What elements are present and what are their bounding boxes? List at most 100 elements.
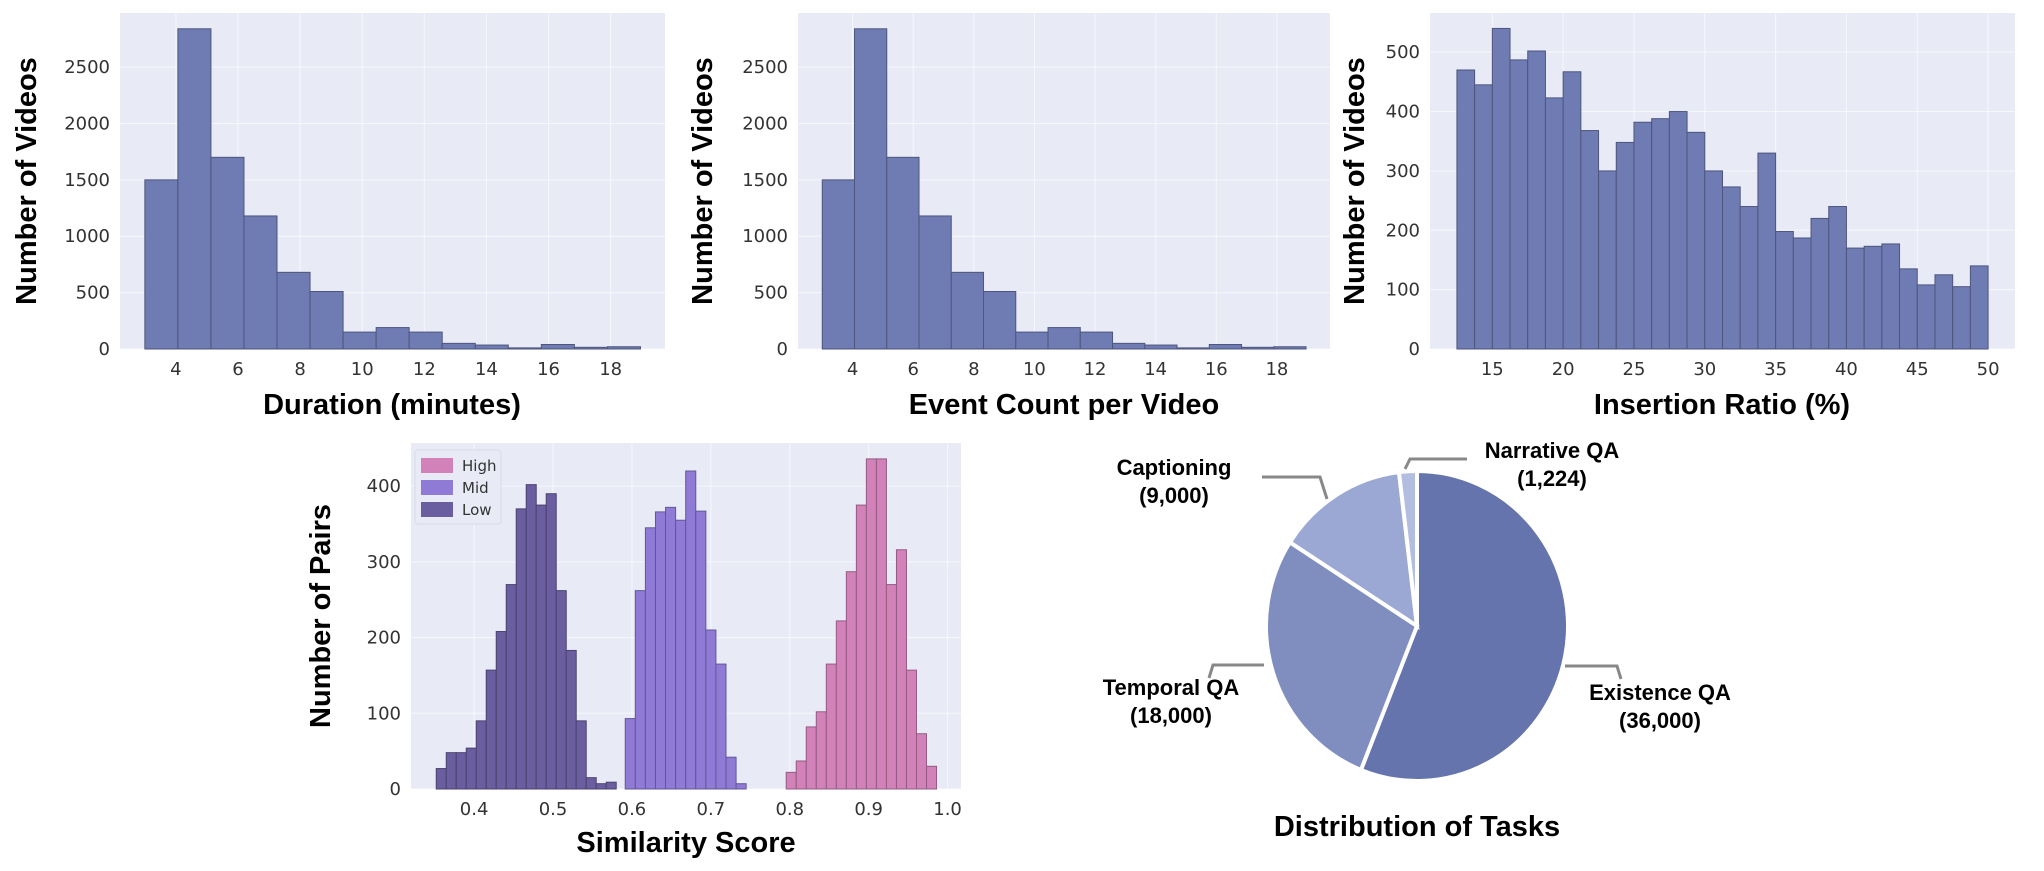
bar [1881, 243, 1901, 350]
x-tick-label: 50 [1977, 359, 2000, 380]
bar-high [865, 458, 877, 790]
pie-value-captioning: (9,000) [1139, 483, 1209, 508]
y-tick-label: 1000 [742, 226, 788, 247]
x-tick-label: 6 [907, 359, 918, 380]
bar [375, 327, 410, 350]
bar [606, 346, 641, 350]
insertion-y-label: Number of Videos [1339, 57, 1371, 305]
bar [1633, 121, 1653, 350]
x-tick-label: 0.5 [539, 799, 568, 820]
bar [408, 331, 443, 350]
bar-low [525, 484, 537, 790]
bar [309, 290, 344, 350]
bar-high [785, 771, 797, 790]
bar-mid [715, 663, 727, 790]
pie-label-existence: Existence QA [1589, 680, 1731, 705]
bar [821, 179, 856, 350]
bar-mid [685, 470, 697, 790]
bar-high [905, 669, 917, 790]
x-tick-label: 40 [1835, 359, 1858, 380]
pie-slice-narrative-qa [1396, 468, 1419, 627]
x-tick-label: 12 [413, 359, 436, 380]
legend-swatch-low [421, 502, 453, 517]
bar [1969, 265, 1989, 350]
x-tick-label: 0.4 [460, 799, 489, 820]
bar [1722, 186, 1741, 350]
y-tick-label: 400 [367, 476, 401, 497]
pie-title: Distribution of Tasks [1274, 811, 1560, 843]
bar [1934, 274, 1954, 350]
y-tick-label: 1500 [64, 170, 110, 191]
bar-low [505, 584, 517, 790]
bar [1544, 97, 1564, 350]
y-tick-label: 300 [1386, 161, 1420, 182]
duration-histogram: 0 500 1000 1500 2000 2500 4 6 8 10 12 14 16 18 [64, 13, 665, 380]
bar-low [605, 781, 617, 790]
bar-mid [654, 511, 667, 790]
pie-value-existence: (36,000) [1619, 708, 1701, 733]
bar-low [585, 777, 597, 790]
x-tick-label: 10 [351, 359, 374, 380]
bar-mid [725, 756, 737, 790]
bar-mid [675, 519, 687, 790]
x-tick-label: 18 [1265, 359, 1288, 380]
bar-mid [695, 510, 707, 790]
bar-low [475, 720, 487, 790]
bar-low [455, 752, 467, 790]
y-tick-label: 0 [99, 339, 110, 360]
bar [441, 342, 476, 350]
y-tick-label: 200 [1386, 220, 1420, 241]
bar [243, 215, 278, 350]
bar [276, 271, 311, 350]
bar [342, 331, 377, 350]
bar-high [855, 504, 867, 790]
bar-high [795, 760, 807, 790]
bar [1863, 245, 1883, 350]
leader-temporal [1207, 663, 1264, 679]
event-count-histogram: 0 500 1000 1500 2000 2500 4 6 8 10 12 14 16 18 [742, 13, 1330, 380]
x-tick-label: 18 [599, 359, 622, 380]
pie-slice-captioning [1287, 469, 1420, 631]
x-tick-label: 10 [1023, 359, 1046, 380]
y-tick-label: 2000 [64, 113, 110, 134]
bar-mid [644, 527, 656, 790]
bar-low [485, 669, 497, 790]
bar [1598, 170, 1617, 350]
bar [1686, 131, 1706, 350]
bar [918, 215, 952, 350]
legend-label-mid: Mid [462, 479, 489, 497]
bar [1273, 346, 1307, 350]
y-tick-label: 500 [76, 283, 110, 304]
y-tick-label: 2000 [742, 113, 788, 134]
pie-label-temporal: Temporal QA [1103, 675, 1240, 700]
bar-high [926, 765, 938, 790]
bar-high [885, 584, 897, 790]
x-tick-label: 4 [847, 359, 858, 380]
bar [1757, 152, 1777, 350]
y-tick-label: 100 [367, 703, 401, 724]
bar [177, 28, 212, 350]
bar-low [465, 747, 477, 790]
leader-captioning [1262, 475, 1329, 500]
bar [886, 156, 920, 350]
bar-low [515, 508, 527, 790]
bar-low [535, 504, 547, 790]
y-tick-label: 2500 [64, 57, 110, 78]
y-tick-label: 0 [390, 779, 401, 800]
pie-slice-temporal-qa [1264, 539, 1420, 773]
x-tick-label: 0.7 [697, 799, 726, 820]
x-tick-label: 0.8 [775, 799, 804, 820]
x-tick-label: 0.9 [854, 799, 883, 820]
pie-label-narrative: Narrative QA [1485, 438, 1620, 463]
y-tick-label: 200 [367, 628, 401, 649]
bar [1810, 217, 1830, 350]
bar-high [845, 571, 857, 790]
bar-mid [665, 506, 677, 790]
bar [1580, 130, 1600, 350]
bar [1079, 331, 1114, 350]
duration-y-label: Number of Videos [11, 57, 43, 305]
bar-low [555, 590, 567, 790]
bar-low [575, 720, 587, 790]
x-tick-label: 20 [1552, 359, 1575, 380]
leader-existence [1565, 664, 1623, 680]
